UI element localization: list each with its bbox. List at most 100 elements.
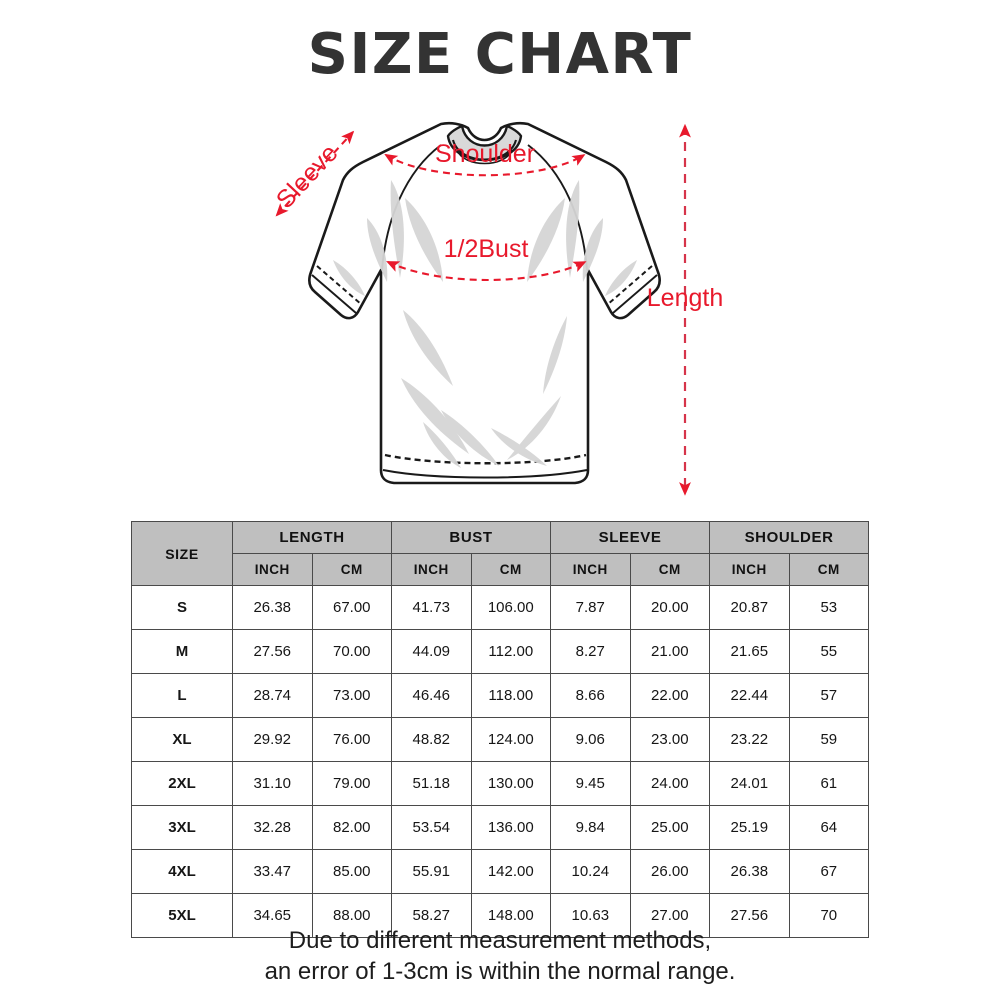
cell-sleeve-inch: 9.06 — [550, 717, 631, 762]
sleeve-measure-line — [275, 130, 355, 217]
cell-length-cm: 79.00 — [311, 761, 393, 806]
cell-length-inch: 34.65 — [232, 893, 313, 938]
shoulder-label: Shoulder — [435, 140, 535, 168]
cell-bust-inch: 48.82 — [391, 717, 472, 762]
cell-sleeve-cm: 25.00 — [629, 805, 711, 850]
cell-length-inch: 33.47 — [232, 849, 313, 894]
cell-bust-inch: 55.91 — [391, 849, 472, 894]
table-header: SIZE LENGTH BUST SLEEVE SHOULDER INCH CM… — [131, 521, 870, 586]
header-unit-sleeve-cm: CM — [629, 553, 711, 586]
table-row: S 26.38 67.00 41.73 106.00 7.87 20.00 20… — [131, 585, 870, 630]
cell-shoulder-cm: 59 — [788, 717, 870, 762]
cell-length-cm: 82.00 — [311, 805, 393, 850]
tshirt-outline — [308, 121, 661, 485]
cell-sleeve-cm: 24.00 — [629, 761, 711, 806]
cell-shoulder-inch: 27.56 — [709, 893, 790, 938]
sleeve-hem-right-stitch — [606, 265, 653, 306]
cell-length-cm: 73.00 — [311, 673, 393, 718]
cell-shoulder-inch: 20.87 — [709, 585, 790, 630]
cell-size: L — [131, 673, 233, 718]
sleeve-hem-left-stitch — [316, 265, 363, 306]
collar-outer — [446, 124, 523, 162]
table-row: M 27.56 70.00 44.09 112.00 8.27 21.00 21… — [131, 629, 870, 674]
cell-sleeve-inch: 9.84 — [550, 805, 631, 850]
header-size: SIZE — [131, 521, 233, 586]
half-bust-measure-line — [386, 261, 587, 281]
cell-sleeve-cm: 22.00 — [629, 673, 711, 718]
table-header-units: INCH CM INCH CM INCH CM INCH CM — [132, 553, 870, 586]
header-unit-bust-inch: INCH — [391, 553, 472, 586]
cell-sleeve-inch: 8.27 — [550, 629, 631, 674]
cell-length-inch: 31.10 — [232, 761, 313, 806]
cell-length-inch: 32.28 — [232, 805, 313, 850]
cell-bust-cm: 142.00 — [470, 849, 552, 894]
disclaimer-line-1: Due to different measurement methods, — [288, 927, 712, 954]
cell-sleeve-inch: 10.63 — [550, 893, 631, 938]
header-unit-shoulder-cm: CM — [788, 553, 870, 586]
table-header-groups: SIZE LENGTH BUST SLEEVE SHOULDER — [131, 521, 870, 586]
table-row: 2XL 31.10 79.00 51.18 130.00 9.45 24.00 … — [131, 761, 870, 806]
cell-length-cm: 76.00 — [311, 717, 393, 762]
cell-length-inch: 27.56 — [232, 629, 313, 674]
cell-shoulder-cm: 67 — [788, 849, 870, 894]
cell-sleeve-inch: 10.24 — [550, 849, 631, 894]
cell-length-cm: 85.00 — [311, 849, 393, 894]
cell-length-inch: 29.92 — [232, 717, 313, 762]
cell-bust-cm: 118.00 — [470, 673, 552, 718]
fabric-shading — [333, 180, 637, 468]
header-unit-bust-cm: CM — [470, 553, 552, 586]
table-row: 3XL 32.28 82.00 53.54 136.00 9.84 25.00 … — [131, 805, 870, 850]
shoulder-measure-line — [384, 153, 586, 177]
cell-bust-cm: 112.00 — [470, 629, 552, 674]
tshirt-illustration — [308, 121, 661, 485]
cell-sleeve-inch: 9.45 — [550, 761, 631, 806]
header-unit-length-cm: CM — [311, 553, 393, 586]
cell-sleeve-cm: 27.00 — [629, 893, 711, 938]
cell-length-inch: 28.74 — [232, 673, 313, 718]
cell-sleeve-cm: 23.00 — [629, 717, 711, 762]
cell-bust-inch: 46.46 — [391, 673, 472, 718]
cell-size: S — [131, 585, 233, 630]
cell-length-inch: 26.38 — [232, 585, 313, 630]
cell-bust-cm: 124.00 — [470, 717, 552, 762]
header-unit-shoulder-inch: INCH — [709, 553, 790, 586]
cell-bust-cm: 148.00 — [470, 893, 552, 938]
cell-shoulder-cm: 57 — [788, 673, 870, 718]
header-group-sleeve: SLEEVE — [550, 521, 711, 554]
cell-shoulder-inch: 21.65 — [709, 629, 790, 674]
cell-sleeve-inch: 8.66 — [550, 673, 631, 718]
cell-size: XL — [131, 717, 233, 762]
cell-size: 2XL — [131, 761, 233, 806]
cell-bust-cm: 106.00 — [470, 585, 552, 630]
cell-shoulder-cm: 61 — [788, 761, 870, 806]
sleeve-hem-left — [311, 274, 357, 314]
header-group-bust: BUST — [391, 521, 552, 554]
bottom-hem-line — [382, 469, 588, 479]
cell-shoulder-inch: 23.22 — [709, 717, 790, 762]
cell-shoulder-inch: 22.44 — [709, 673, 790, 718]
tshirt-measurement-diagram: Shoulder 1/2Bust Sleeve Length — [255, 110, 745, 510]
header-group-shoulder: SHOULDER — [709, 521, 870, 554]
cell-bust-inch: 41.73 — [391, 585, 472, 630]
cell-shoulder-inch: 25.19 — [709, 805, 790, 850]
header-unit-sleeve-inch: INCH — [550, 553, 631, 586]
page-title: SIZE CHART — [307, 22, 693, 87]
cell-bust-inch: 58.27 — [391, 893, 472, 938]
cell-bust-cm: 136.00 — [470, 805, 552, 850]
cell-sleeve-inch: 7.87 — [550, 585, 631, 630]
cell-bust-inch: 51.18 — [391, 761, 472, 806]
cell-shoulder-cm: 55 — [788, 629, 870, 674]
cell-sleeve-cm: 20.00 — [629, 585, 711, 630]
header-unit-length-inch: INCH — [232, 553, 313, 586]
disclaimer-line-2: an error of 1-3cm is within the normal r… — [264, 958, 736, 985]
cell-bust-inch: 44.09 — [391, 629, 472, 674]
cell-bust-inch: 53.54 — [391, 805, 472, 850]
header-group-length: LENGTH — [231, 521, 393, 554]
cell-shoulder-cm: 53 — [788, 585, 870, 630]
length-label: Length — [647, 284, 723, 312]
size-table-container: SIZE LENGTH BUST SLEEVE SHOULDER INCH CM… — [131, 521, 870, 938]
table-body: S 26.38 67.00 41.73 106.00 7.87 20.00 20… — [131, 585, 870, 938]
cell-shoulder-inch: 26.38 — [709, 849, 790, 894]
cell-size: 4XL — [131, 849, 233, 894]
cell-length-cm: 67.00 — [311, 585, 393, 630]
